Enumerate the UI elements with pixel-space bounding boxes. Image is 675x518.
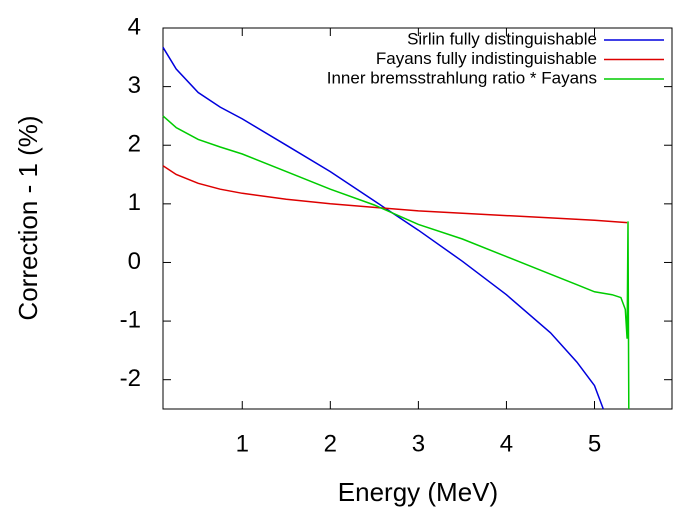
- series-line: [162, 165, 628, 224]
- y-axis-label: Correction - 1 (%): [13, 115, 43, 320]
- x-tick-label: 5: [588, 430, 601, 457]
- y-tick-label: -2: [120, 365, 141, 392]
- x-axis-label: Energy (MeV): [338, 477, 498, 507]
- x-tick-label: 1: [236, 430, 249, 457]
- y-tick-label: 0: [128, 248, 141, 275]
- y-tick-label: -1: [120, 306, 141, 333]
- series-line: [162, 46, 605, 410]
- series-line: [162, 115, 630, 410]
- legend-label: Fayans fully indistinguishable: [376, 49, 597, 68]
- x-tick-label: 2: [324, 430, 337, 457]
- y-tick-label: 3: [128, 72, 141, 99]
- plot-frame: [162, 27, 673, 410]
- y-tick-label: 1: [128, 189, 141, 216]
- legend-label: Inner bremsstrahlung ratio * Fayans: [327, 68, 597, 87]
- x-tick-label: 3: [412, 430, 425, 457]
- legend-label: Sirlin fully distinguishable: [407, 29, 597, 48]
- y-tick-label: 4: [128, 13, 141, 40]
- x-tick-label: 4: [500, 430, 513, 457]
- y-tick-label: 2: [128, 131, 141, 158]
